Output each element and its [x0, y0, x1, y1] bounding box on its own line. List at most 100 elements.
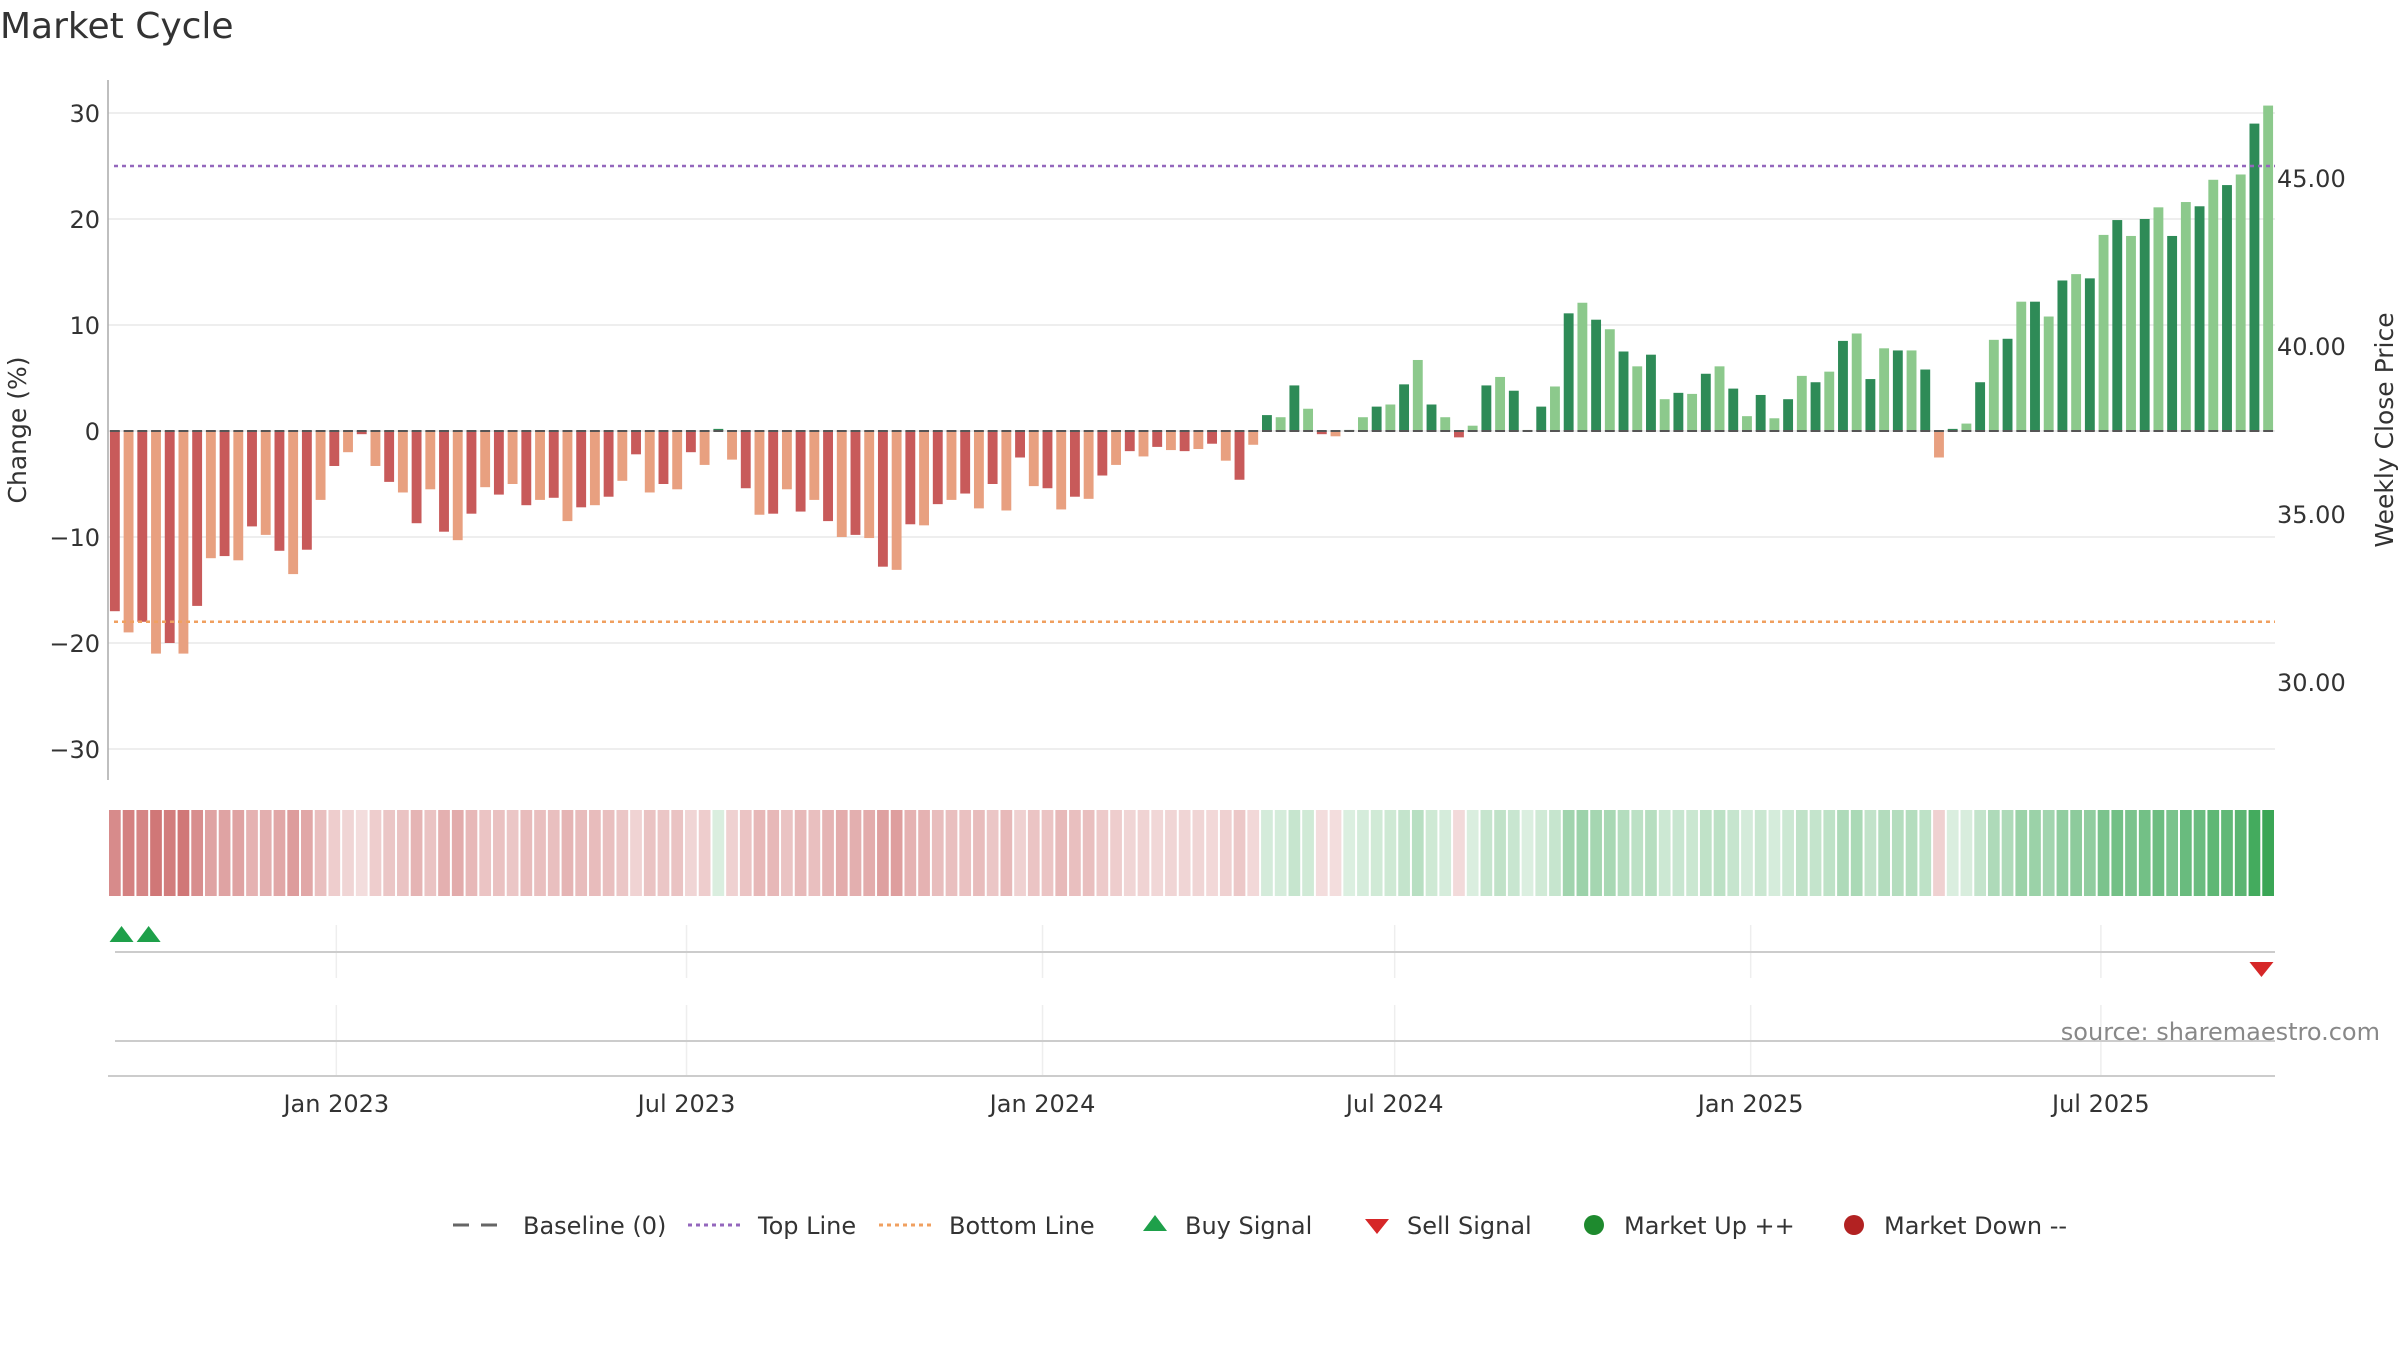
- heat-cell: [931, 810, 944, 896]
- heat-cell: [1480, 810, 1493, 896]
- legend-item: Market Down --: [1844, 1212, 2067, 1240]
- change-bar: [1508, 390, 1519, 431]
- change-bar: [1111, 431, 1121, 465]
- change-bar: [576, 431, 587, 508]
- change-bar: [1152, 431, 1163, 447]
- heat-cell: [2152, 810, 2165, 896]
- heat-cell: [1027, 810, 1040, 896]
- heat-cell: [1617, 810, 1630, 896]
- change-bar: [1728, 388, 1739, 431]
- change-bar: [1755, 394, 1766, 431]
- heat-cell: [2097, 810, 2110, 896]
- change-bar: [589, 431, 600, 506]
- change-bar: [699, 431, 710, 465]
- heat-cell: [959, 810, 972, 896]
- heat-cell: [1261, 810, 1273, 896]
- heat-cell: [1933, 810, 1945, 896]
- change-bar: [1604, 329, 1615, 431]
- heat-cell: [232, 810, 245, 896]
- change-bar: [1742, 416, 1752, 431]
- heat-cell: [122, 810, 135, 896]
- change-bar: [768, 431, 779, 514]
- heat-cell: [685, 810, 697, 896]
- change-bar: [2180, 202, 2191, 431]
- heat-cell: [1233, 810, 1246, 896]
- change-bar: [493, 431, 504, 495]
- heat-cell: [753, 810, 766, 896]
- heat-cell: [2125, 810, 2137, 896]
- bars: [109, 105, 2274, 654]
- change-bar: [384, 431, 395, 482]
- heat-cell: [479, 810, 492, 896]
- change-bar: [288, 431, 299, 575]
- change-bar: [877, 431, 888, 567]
- change-bar: [315, 431, 326, 500]
- heat-cell: [1891, 810, 1904, 896]
- heat-cell: [1878, 810, 1890, 896]
- heat-cell: [1357, 810, 1369, 896]
- heat-cell: [451, 810, 464, 896]
- heat-cell: [1439, 810, 1452, 896]
- change-bar: [466, 431, 477, 514]
- right-y-tick-label: 40.00: [2277, 333, 2346, 361]
- change-bar: [1796, 375, 1807, 431]
- change-bar: [1563, 313, 1574, 431]
- change-bar: [1467, 425, 1478, 431]
- change-bar: [1988, 339, 1999, 431]
- right-y-tick-label: 45.00: [2277, 165, 2346, 193]
- change-bar: [864, 431, 875, 539]
- heat-cell: [1302, 810, 1314, 896]
- heat-cell: [643, 810, 656, 896]
- change-bar: [178, 431, 189, 654]
- heat-cell: [712, 810, 725, 896]
- heat-cell: [1809, 810, 1822, 896]
- heat-cell: [1686, 810, 1698, 896]
- heat-cell: [218, 810, 231, 896]
- change-bar: [1015, 431, 1025, 458]
- change-bar: [301, 431, 312, 550]
- heat-cell: [1123, 810, 1136, 896]
- change-bar: [1179, 431, 1190, 452]
- heat-cell: [918, 810, 930, 896]
- change-bar: [274, 431, 285, 551]
- heat-cell: [1165, 810, 1177, 896]
- change-bar: [919, 431, 929, 526]
- x-axis: Jan 2023 Jul 2023 Jan 2024 Jul 2024 Jan 2025…: [108, 1075, 2275, 1118]
- heat-cell: [1178, 810, 1191, 896]
- y-tick-label: 10: [69, 312, 100, 340]
- legend-label: Top Line: [757, 1212, 856, 1240]
- legend-item: Top Line: [688, 1212, 856, 1240]
- change-bar: [1838, 340, 1848, 431]
- heat-cell: [1315, 810, 1328, 896]
- heat-cell: [1151, 810, 1164, 896]
- heat-cell: [1288, 810, 1301, 896]
- change-bar: [1165, 431, 1176, 451]
- change-bar: [603, 431, 614, 497]
- heat-cell: [890, 810, 903, 896]
- heat-cell: [1974, 810, 1986, 896]
- heat-cell: [1699, 810, 1712, 896]
- heat-cell: [575, 810, 588, 896]
- heat-cell: [986, 810, 999, 896]
- heat-cell: [1411, 810, 1424, 896]
- change-bar: [1700, 373, 1711, 431]
- right-y-axis-label: Weekly Close Price: [2370, 312, 2399, 547]
- heat-cell: [2015, 810, 2028, 896]
- heat-cell: [616, 810, 629, 896]
- signal-panel: [109, 925, 2275, 978]
- change-bar: [507, 431, 518, 484]
- heat-cell: [2207, 810, 2220, 896]
- heat-cell: [1384, 810, 1397, 896]
- heat-cell: [1055, 810, 1068, 896]
- change-bar: [1262, 415, 1272, 431]
- heat-cell: [2262, 810, 2274, 896]
- change-bar: [123, 431, 134, 633]
- change-bar: [617, 431, 628, 481]
- change-bar: [343, 431, 353, 453]
- heat-cell: [410, 810, 423, 896]
- change-bar: [727, 431, 737, 460]
- change-bar: [205, 431, 216, 559]
- heat-cell: [2070, 810, 2082, 896]
- right-y-tick-label: 30.00: [2277, 669, 2346, 697]
- heat-cell: [1741, 810, 1753, 896]
